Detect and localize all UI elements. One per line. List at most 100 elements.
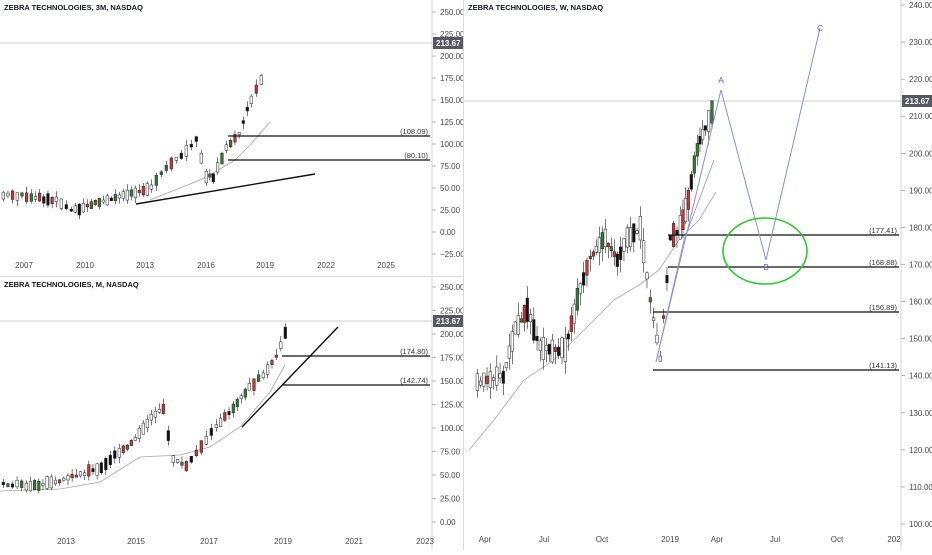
candle-body	[171, 455, 175, 463]
candle-body	[600, 232, 604, 250]
candle-body	[49, 476, 53, 489]
x-tick-label: 2013	[136, 261, 154, 270]
x-tick-label: 2017	[200, 537, 218, 546]
trend-line	[135, 173, 316, 205]
x-tick-label: Apr	[479, 535, 492, 544]
candle-body	[54, 196, 58, 203]
candle-body	[475, 373, 479, 391]
candle-body	[609, 246, 613, 252]
candle-body	[629, 227, 633, 248]
y-tick-label: 25.00	[440, 206, 461, 215]
chart-svg-monthly[interactable]: 250.00 225.00 200.00 175.00 150.00 125.00 100.…	[0, 277, 465, 550]
y-tick-label: 190.00	[909, 186, 932, 195]
candle-body	[121, 191, 125, 199]
candle-body	[109, 197, 113, 202]
level-label: (108.09)	[400, 127, 428, 136]
candle-body	[560, 337, 564, 358]
candle-body	[223, 412, 227, 421]
candle-body	[566, 333, 570, 340]
candle-body	[70, 474, 74, 479]
candle-body	[166, 430, 170, 441]
candle-body	[66, 475, 70, 481]
candle-body	[504, 362, 508, 368]
candle-body	[38, 192, 42, 202]
candle-body	[64, 204, 68, 209]
x-tick-label: 2021	[345, 537, 363, 546]
candle-body	[184, 461, 188, 472]
candle-body	[550, 339, 554, 363]
candle-body	[108, 454, 112, 466]
candle-body	[235, 398, 239, 408]
candle-body	[141, 422, 145, 435]
candle-body	[208, 173, 212, 178]
candle-body	[194, 136, 198, 142]
y-tick-label: 160.00	[909, 298, 932, 307]
candle-body	[83, 472, 87, 476]
chart-svg-weekly[interactable]: 240.00 230.00 220.00 210.00 200.00 190.00 180.…	[464, 0, 932, 550]
level-label: (142.74)	[400, 376, 428, 385]
candle-body	[582, 272, 586, 286]
last-price-badge	[902, 95, 932, 107]
candle-body	[42, 196, 46, 204]
candle-body	[15, 479, 19, 488]
candle-body	[547, 343, 551, 355]
candle-body	[684, 198, 688, 222]
candle-body	[59, 198, 63, 209]
y-tick-label: 210.00	[909, 112, 932, 121]
candle-body	[133, 437, 137, 441]
candle-body	[606, 242, 610, 248]
chart-title: ZEBRA TECHNOLOGIES, W, NASDAQ	[468, 3, 604, 12]
candle-body	[492, 377, 496, 381]
candle-body	[69, 208, 73, 212]
candle-body	[615, 253, 619, 267]
level-label: (174.80)	[400, 347, 428, 356]
candle-body	[529, 314, 533, 323]
candle-body	[145, 419, 149, 429]
pattern-label: A	[718, 76, 724, 85]
chart-panel-monthly[interactable]: ZEBRA TECHNOLOGIES, M, NASDAQ 250.00 225.…	[0, 277, 465, 550]
y-tick-label: −25.00	[440, 250, 463, 259]
candle-body	[479, 380, 483, 386]
candle-body	[74, 474, 78, 478]
candle-body	[141, 185, 145, 196]
candle-body	[184, 145, 188, 157]
candle-body	[658, 355, 662, 362]
y-tick-label: 50.00	[440, 184, 461, 193]
x-tick-label: 202	[887, 535, 901, 544]
candle-body	[20, 480, 24, 488]
candle-body	[689, 174, 693, 190]
candle-body	[99, 462, 103, 474]
candle-body	[585, 260, 589, 276]
candle-body	[569, 315, 573, 332]
candle-body	[58, 479, 62, 483]
candle-body	[541, 337, 545, 360]
candle-body	[149, 184, 153, 190]
candle-body	[619, 246, 623, 260]
candle-body	[91, 468, 95, 473]
candle-body	[176, 459, 180, 463]
abc-leg-line	[655, 159, 715, 363]
candle-body	[105, 195, 109, 206]
chart-panel-3m[interactable]: ZEBRA TECHNOLOGIES, 3M, NASDAQ 250.00 225…	[0, 0, 465, 276]
chart-svg-3m[interactable]: 250.00 225.00 200.00 175.00 150.00 125.00 100.…	[0, 0, 465, 276]
candle-body	[209, 428, 213, 436]
candle-body	[622, 238, 626, 252]
y-tick-label: 225.00	[440, 307, 463, 316]
candle-body	[507, 345, 511, 359]
candle-body	[229, 139, 233, 148]
candle-body	[204, 436, 208, 445]
candle-body	[501, 371, 505, 384]
candle-body	[563, 337, 567, 362]
candle-body	[133, 187, 137, 198]
candle-body	[522, 304, 526, 323]
candle-body	[648, 297, 652, 303]
chart-panel-weekly[interactable]: ZEBRA TECHNOLOGIES, W, NASDAQ 240.00 230.…	[464, 0, 932, 550]
candle-body	[97, 198, 101, 207]
last-price-badge	[433, 37, 463, 49]
candle-body	[261, 372, 265, 379]
y-tick-label: 200.00	[440, 52, 463, 61]
x-tick-label: 2025	[377, 261, 395, 270]
candle-body	[117, 448, 121, 458]
candle-body	[259, 75, 263, 85]
candle-body	[220, 152, 224, 165]
